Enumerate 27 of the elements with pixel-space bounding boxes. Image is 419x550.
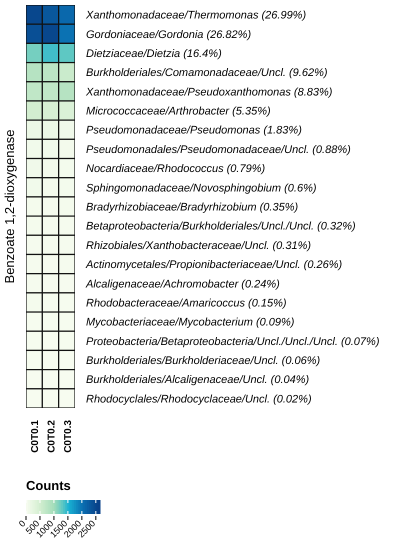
y-tick-label: Dietziaceae/Dietzia (16.4%) — [86, 48, 222, 60]
y-tick-label: Actinomycetales/Propionibacteriaceae/Uncl. (0.26%) — [85, 259, 343, 272]
y-tick-label: Mycobacteriaceae/Mycobacterium (0.09%) — [86, 316, 295, 329]
y-tick-label: Betaproteobacteria/Burkholderiales/Uncl./Uncl. (0.32%) — [86, 220, 356, 233]
y-tick-label: Micrococcaceae/Arthrobacter (5.35%) — [86, 106, 271, 118]
y-tick-label: Burkholderiales/Burkholderiaceae/Uncl. (0.06%) — [86, 355, 321, 368]
y-tick-label: Proteobacteria/Betaproteobacteria/Uncl./Uncl./Uncl. (0.07%) — [86, 336, 380, 348]
y-tick-label: Pseudomonadaceae/Pseudomonas (1.83%) — [86, 124, 302, 137]
y-tick-label: Rhodobacteraceae/Amaricoccus (0.15%) — [86, 297, 287, 310]
y-tick-label: Burkholderiales/Comamonadaceae/Uncl. (9.62%) — [86, 67, 328, 80]
color-bar-label: 0 — [16, 518, 28, 529]
y-tick-label: Rhodocyclales/Rhodocyclaceae/Uncl. (0.02%) — [86, 393, 312, 406]
y-tick-label: Xanthomonadaceae/Pseudoxanthomonas (8.83%) — [85, 86, 333, 98]
y-axis-title: Benzoate 1,2-dioxygenase — [2, 130, 17, 284]
y-tick-label: Bradyrhizobiaceae/Bradyrhizobium (0.35%) — [86, 202, 298, 214]
y-tick-label: Rhizobiales/Xanthobacteraceae/Uncl. (0.31%) — [86, 240, 312, 252]
y-tick-label: Nocardiaceae/Rhodococcus (0.79%) — [86, 163, 266, 176]
y-tick-label: Pseudomonadales/Pseudomonadaceae/Uncl. (0.88%) — [86, 144, 352, 156]
y-tick-label: Xanthomonadaceae/Thermomonas (26.99%) — [85, 10, 306, 22]
x-tick-label: C0T0.2 — [46, 420, 58, 453]
y-tick-label: Sphingomonadaceae/Novosphingobium (0.6%) — [86, 182, 317, 194]
color-bar-title: Counts — [26, 478, 71, 493]
y-tick-label: Alcaligenaceae/Achromobacter (0.24%) — [85, 278, 280, 290]
x-tick-label: C0T0.1 — [30, 420, 42, 453]
x-tick-label: C0T0.3 — [62, 420, 74, 453]
y-tick-label: Gordoniaceae/Gordonia (26.82%) — [86, 28, 252, 41]
y-tick-label: Burkholderiales/Alcaligenaceae/Uncl. (0.04%) — [86, 374, 310, 386]
